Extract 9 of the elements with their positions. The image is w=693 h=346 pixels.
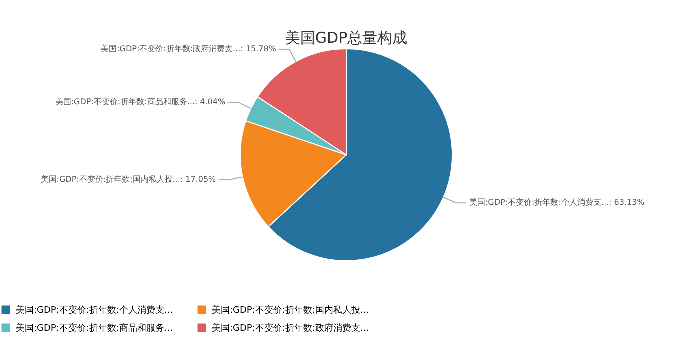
data-label: 美国:GDP:不变价:折年数:国内私人投...: 17.05% [40, 175, 217, 184]
legend-label: 美国:GDP:不变价:折年数:国内私人投... [212, 305, 370, 316]
chart-title: 美国GDP总量构成 [285, 29, 408, 47]
legend-label: 美国:GDP:不变价:折年数:商品和服务... [16, 323, 174, 334]
data-label: 美国:GDP:不变价:折年数:商品和服务...: 4.04% [55, 98, 226, 107]
legend-label: 美国:GDP:不变价:折年数:政府消费支... [212, 323, 370, 334]
legend-label: 美国:GDP:不变价:折年数:个人消费支... [16, 305, 174, 316]
data-label: 美国:GDP:不变价:折年数:政府消费支...: 15.78% [101, 44, 277, 54]
data-label: 美国:GDP:不变价:折年数:个人消费支...: 63.13% [469, 198, 646, 208]
